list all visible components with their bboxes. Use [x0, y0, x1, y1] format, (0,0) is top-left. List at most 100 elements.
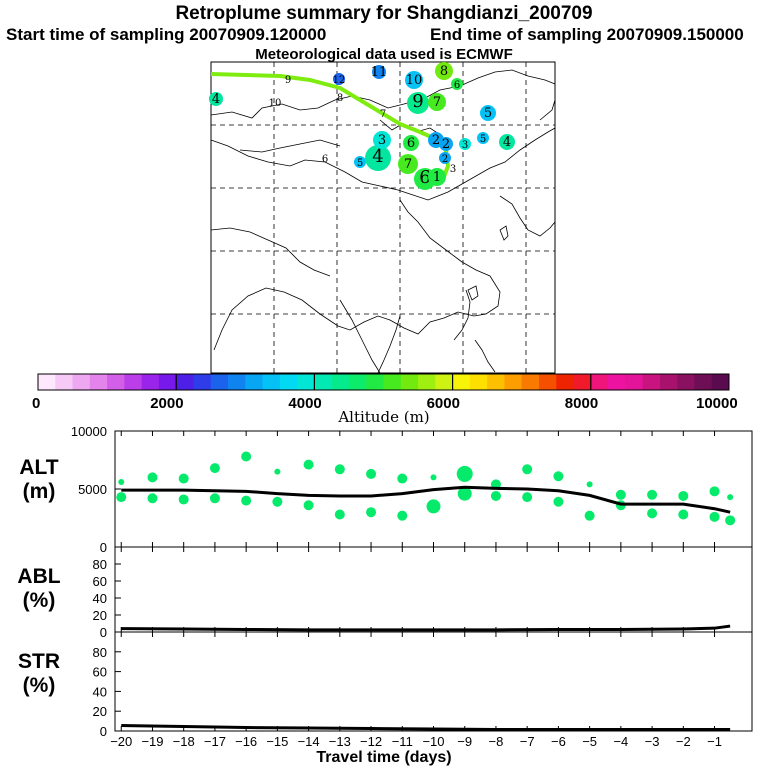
map-marker: 6	[322, 154, 328, 165]
map-marker-dot	[407, 92, 429, 114]
series-line	[121, 724, 731, 732]
colorbar-swatch	[400, 374, 419, 390]
y-tick-label: 80	[93, 557, 107, 572]
start-time: Start time of sampling 20070909.120000	[6, 25, 327, 44]
map-marker-dot	[209, 92, 223, 106]
map-marker-label: 6	[419, 167, 430, 188]
altitude-point	[116, 492, 127, 503]
y-tick-label: 20	[93, 704, 107, 719]
altitude-point	[209, 463, 220, 474]
y-tick-label: 20	[93, 608, 107, 623]
altitude-point	[147, 493, 158, 504]
x-tick-label: −13	[329, 734, 351, 749]
alt-label-line1: ALT	[19, 456, 59, 479]
map-marker: 9	[407, 91, 429, 114]
map-marker: 10	[269, 98, 282, 109]
altitude-point	[553, 471, 564, 482]
map-marker-label: 12	[333, 75, 346, 86]
map-marker-label: 5	[484, 106, 492, 121]
chart-title: Retroplume summary for Shangdianzi_20070…	[175, 3, 593, 24]
map-marker-label: 8	[440, 64, 448, 79]
x-tick-label: −8	[489, 734, 504, 749]
map-marker-label: 7	[404, 157, 412, 172]
x-tick-label: −14	[298, 734, 320, 749]
y-tick-label: 10000	[71, 424, 107, 439]
altitude-colorbar	[37, 373, 730, 391]
alt-axis-label: ALT (m)	[9, 456, 69, 504]
x-tick-label: −12	[360, 734, 382, 749]
altitude-point	[272, 496, 283, 507]
map-marker: 1	[428, 168, 446, 186]
colorbar-swatch	[625, 374, 644, 390]
map-marker-label: 5	[357, 158, 363, 169]
colorbar-tick-label: 2000	[150, 395, 184, 412]
colorbar-swatch	[435, 374, 454, 390]
colorbar-swatch	[210, 374, 229, 390]
map-marker-label: 9	[412, 91, 423, 112]
colorbar-swatch	[348, 374, 367, 390]
colorbar-swatch	[452, 374, 471, 390]
colorbar-swatch	[141, 374, 160, 390]
x-tick-label: −6	[551, 734, 566, 749]
colorbar-swatch	[556, 374, 575, 390]
map-marker: 6	[451, 78, 463, 91]
map-marker: 3	[373, 131, 391, 149]
abl-label-line2: (%)	[22, 589, 56, 612]
map-coastlines	[210, 69, 556, 374]
y-tick-label: 80	[93, 645, 107, 660]
y-tick-label: 0	[100, 724, 107, 739]
altitude-point	[727, 494, 734, 501]
map-marker: 4	[365, 145, 391, 171]
x-tick-label: −19	[141, 734, 163, 749]
y-tick-label: 5000	[78, 482, 107, 497]
altitude-point	[241, 451, 252, 462]
y-tick-label: 60	[93, 574, 107, 589]
altitude-point	[303, 500, 314, 511]
map-marker-dot	[365, 145, 391, 171]
colorbar-swatch	[55, 374, 74, 390]
altitude-point	[647, 489, 658, 500]
map-marker: 7	[428, 93, 446, 111]
altitude-point	[647, 508, 658, 519]
map-marker-label: 3	[378, 133, 386, 148]
map-marker-label: 5	[480, 134, 486, 145]
colorbar-swatch	[158, 374, 177, 390]
colorbar-swatch	[297, 374, 315, 390]
colorbar-swatch	[590, 374, 609, 390]
map-marker: 12	[333, 73, 346, 86]
map-marker-label: 10	[406, 73, 423, 88]
map-marker: 2	[439, 137, 453, 152]
colorbar-swatch	[124, 374, 143, 390]
colorbar-tick-label: 4000	[288, 395, 322, 412]
altitude-point	[709, 511, 720, 522]
map-marker: 2	[439, 152, 451, 165]
map-marker-label: 7	[380, 109, 386, 120]
map-marker: 4	[499, 134, 515, 150]
panel-str: 0 20 40 60 80	[93, 631, 753, 739]
colorbar-swatch	[279, 374, 298, 390]
colorbar-swatch	[521, 374, 540, 390]
x-tick-label: −5	[582, 734, 597, 749]
map-marker-dot	[435, 62, 453, 80]
x-tick-label: −16	[235, 734, 257, 749]
colorbar-swatch	[538, 374, 557, 390]
map-graticule	[211, 62, 555, 373]
map-marker: 7	[398, 154, 418, 174]
colorbar-swatch	[228, 374, 246, 390]
panel-alt: 0 5000 10000	[71, 424, 753, 555]
altitude-point	[118, 479, 125, 486]
altitude-point	[241, 495, 252, 506]
x-tick-label: −11	[392, 734, 413, 749]
altitude-point	[426, 499, 441, 514]
x-tick-label: −10	[422, 734, 444, 749]
colorbar-swatch	[694, 374, 713, 390]
colorbar-swatch	[418, 374, 436, 390]
altitude-point	[615, 489, 626, 500]
map-marker-dot	[428, 93, 446, 111]
x-tick-label: −7	[520, 734, 535, 749]
x-tick-label: −17	[204, 734, 226, 749]
map-marker-label: 2	[442, 154, 448, 165]
map-marker-label: 3	[462, 140, 468, 151]
altitude-point	[430, 474, 437, 481]
altitude-point	[209, 493, 220, 504]
